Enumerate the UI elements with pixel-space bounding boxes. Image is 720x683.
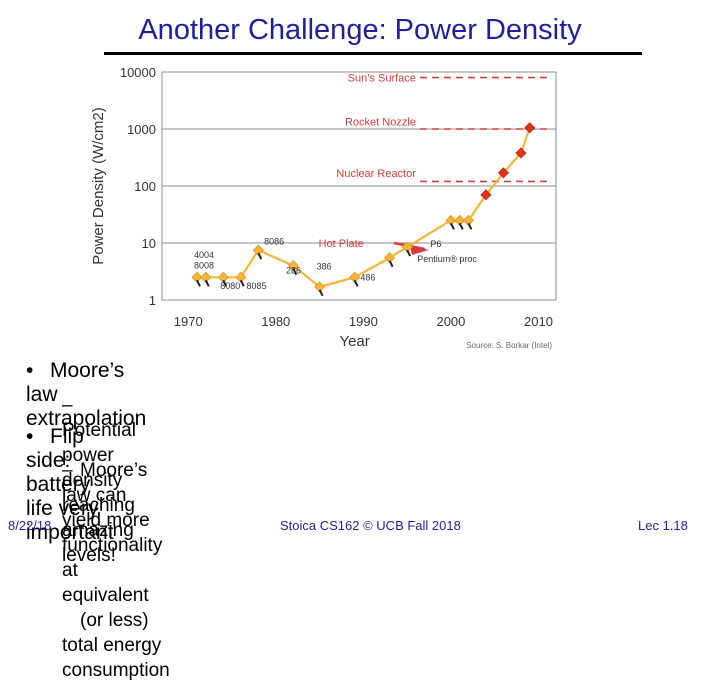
bullet-item: • Flip side: battery life very important	[26, 425, 114, 545]
y-tick-label: 10	[142, 236, 156, 251]
y-axis-title: Power Density (W/cm2)	[90, 107, 107, 265]
extrapolated-point	[480, 189, 492, 201]
footer-course: Stoica CS162 © UCB Fall 2018	[280, 518, 461, 533]
chip-label: P6	[430, 239, 441, 249]
bullet-text: Flip side: battery life very important	[26, 425, 114, 544]
chip-label: 486	[360, 272, 375, 282]
power-density-chart: 1 10 100 1000 10000 1970 1980 1990 2000 2010 Year P…	[90, 65, 557, 350]
chip-label: 8086	[264, 236, 284, 246]
reference-label: Rocket Nozzle	[345, 117, 416, 129]
y-tick-label: 1	[149, 293, 156, 308]
data-point-tick	[239, 279, 245, 287]
bullet-marker: •	[26, 359, 34, 382]
x-axis-title: Year	[339, 333, 369, 350]
bullet-text: Moore’s law extrapolation	[26, 359, 147, 430]
data-point-tick	[450, 222, 455, 230]
data-point-tick	[222, 279, 228, 287]
footer-date: 8/22/18	[8, 518, 52, 533]
reference-label: Sun’s Surface	[348, 73, 416, 85]
reference-label: Hot Plate	[319, 238, 364, 250]
chip-label: 386	[317, 262, 332, 272]
slide-title: Another Challenge: Power Density	[138, 14, 582, 46]
footer-page-number: Lec 1.18	[638, 518, 688, 533]
sub-bullet-text-continued: (or less) total energy consumption	[62, 610, 170, 681]
x-tick-label: 1990	[349, 314, 378, 329]
extrapolated-point	[497, 167, 510, 179]
extrapolated-point	[524, 122, 536, 134]
y-tick-label: 1000	[127, 122, 156, 137]
data-point-tick	[257, 252, 263, 260]
x-tick-label: 2000	[436, 314, 465, 329]
chip-label: 8085	[247, 281, 267, 291]
data-point-tick	[318, 289, 324, 297]
reference-label: Nuclear Reactor	[336, 168, 416, 180]
title-underline	[104, 52, 642, 55]
x-tick-label: 1980	[261, 314, 290, 329]
y-tick-label: 10000	[120, 65, 156, 80]
x-tick-label: 2010	[524, 314, 553, 329]
chip-label: 4004	[194, 250, 214, 260]
dash-marker: –	[62, 395, 73, 416]
bullet-marker: •	[26, 425, 34, 448]
y-tick-label: 100	[134, 179, 156, 194]
chip-label: Pentium® proc	[417, 254, 477, 264]
data-point-tick	[292, 268, 298, 276]
bullet-item: • Moore’s law extrapolation	[26, 359, 146, 431]
sub-bullet-item: – Moore’s law can yield more functionalit…	[62, 458, 170, 683]
dash-marker: –	[62, 460, 73, 481]
data-point-tick	[467, 222, 473, 230]
data-point-tick	[458, 222, 464, 230]
data-point-tick	[353, 279, 359, 287]
data-point-tick	[204, 279, 210, 287]
data-point-tick	[406, 249, 412, 257]
series-line-extrapolated	[467, 127, 531, 221]
x-tick-label: 1970	[174, 314, 203, 329]
hot-plate-arrow-head	[409, 245, 429, 255]
chip-label: 8008	[194, 260, 214, 270]
extrapolated-point	[515, 147, 527, 159]
source-note: Source: S. Borkar (Intel)	[466, 341, 552, 350]
data-point-tick	[196, 279, 201, 287]
data-point-tick	[388, 260, 394, 268]
chip-label: 8080	[220, 281, 240, 291]
chip-label: 286	[286, 266, 301, 276]
